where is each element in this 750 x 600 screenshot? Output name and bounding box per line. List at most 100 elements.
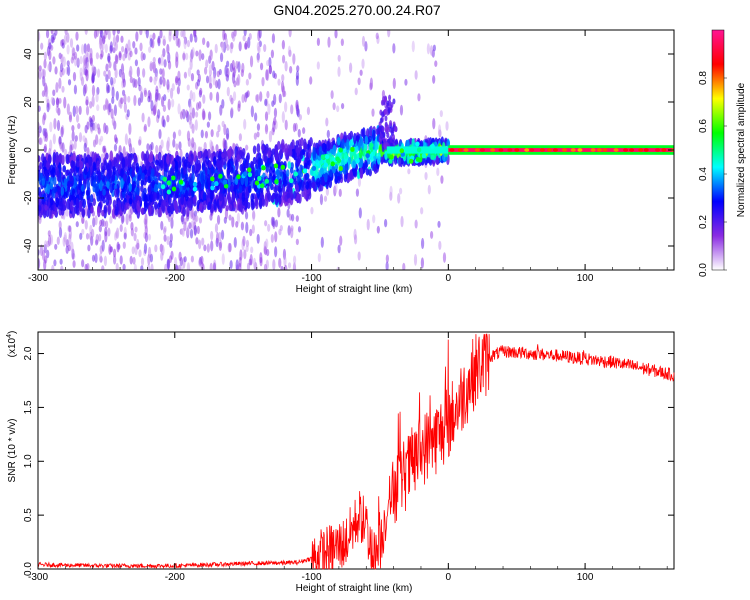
spectrogram-cell [98,38,103,50]
spectrogram-cell [65,208,69,217]
spectrogram-cell [388,99,392,106]
spectrogram-cell [209,49,213,61]
spectrogram-cell [53,259,57,267]
spectrogram-cell [247,167,252,173]
spectrogram-cell [219,193,223,202]
spectrogram-cell [341,164,346,173]
spectrogram-cell [271,33,276,44]
spectrogram-cell [38,258,41,270]
spectrogram-cell [60,62,64,73]
spectrogram-cell [296,157,301,167]
spectrogram-cell [200,172,205,184]
spectrogram-cell [385,104,389,111]
spectrogram-cell [162,47,166,58]
spectrogram-cell [49,183,54,190]
spectrogram-cell [60,186,65,196]
spectrogram-cell [71,125,75,132]
spectrogram-cell [231,216,235,228]
spectrogram-cell [295,145,300,154]
spectrogram-cell [150,141,154,151]
spectrogram-cell [365,153,370,159]
spectrogram-cell [281,39,285,50]
spectrogram-cell [237,73,241,86]
spectrogram-cell [176,187,180,195]
spectrogram-cell [155,144,159,154]
spectrogram-cell [420,237,425,250]
spectrogram-cell [381,126,385,133]
spectrogram-cell [638,148,644,152]
spectrogram-cell [107,30,111,40]
spectrogram-cell [85,189,90,197]
spectrogram-cell [282,169,287,181]
spectrogram-cell [243,118,247,130]
spectrogram-cell [203,66,208,75]
spectrogram-cell [137,97,142,106]
spectrogram-cell [38,105,41,112]
spectrogram-cell [288,49,292,58]
spectrogram-cell [385,261,389,270]
spectrogram-cell [196,225,200,235]
spectrogram-cell [88,156,93,167]
spectrogram-cell [302,168,308,174]
snr-x-axis-label: Height of straight line (km) [296,583,413,594]
spectrogram-cell [223,123,227,136]
spectrogram-cell [98,233,102,242]
spectrogram-cell [340,38,344,47]
spectrogram-cell [166,235,170,246]
spectrogram-cell [238,41,242,52]
spectrogram-cell [171,160,176,169]
spectrogram-cell [222,179,228,185]
spectrogram-cell [162,35,166,46]
spectrogram-cell [160,184,166,190]
x-tick-label: 0 [446,572,452,583]
spectrogram-cell [561,148,567,152]
spectrogram-cell [193,214,197,225]
spectrogram-cell [280,265,284,270]
x-tick-label: 100 [577,572,594,583]
spectrogram-cell [379,117,383,124]
spectrogram-cell [278,93,282,104]
spectrogram-cell [296,193,300,203]
spectrogram-cell [417,157,423,163]
spectrogram-cell [257,175,262,181]
spectrogram-cell [430,143,435,149]
spectrogram-cell [242,35,246,42]
spectrogram-cell [374,140,378,152]
spectrogram-cell [190,220,194,229]
spectrogram-cell [229,94,233,102]
spectrogram-cell [577,148,583,152]
spectrogram-cell [230,41,234,50]
spectrogram-cell [267,223,271,232]
spectrogram-cell [189,33,193,43]
spectrogram-cell [127,95,131,103]
spectrogram-cell [187,200,192,209]
spectrogram-cell [111,96,115,105]
spectrogram-cell [382,131,386,138]
spectrogram-cell [256,233,260,244]
spectrogram-cell [392,43,396,54]
spectrogram-cell [359,157,363,169]
spectrogram-cell [112,30,116,36]
spectrogram-cell [185,180,190,188]
spectrogram-cell [135,187,140,196]
spectrogram-cell [38,65,42,72]
spectrogram-cell [209,189,214,202]
spectrogram-cell [154,244,158,253]
spectrogram-cell [177,38,181,48]
spectrogram-cell [101,239,105,252]
spectrogram-cell [411,40,415,53]
spectrogram-cell [123,232,127,240]
spectrogram-cell [84,30,88,36]
spectrogram-cell [87,244,91,252]
x-tick-label: 0 [446,273,452,284]
spectrogram-cell [287,225,291,236]
colorbar-tick-label: 0.4 [698,167,709,181]
spectrogram-cell [115,54,119,65]
spectrogram-cell [95,233,99,245]
spectrogram-cell [47,230,51,237]
spectrogram-cell [55,105,59,114]
spectrogram-cell [254,196,258,207]
spectrogram-cell [286,183,290,193]
spectrogram-cell [429,230,434,239]
